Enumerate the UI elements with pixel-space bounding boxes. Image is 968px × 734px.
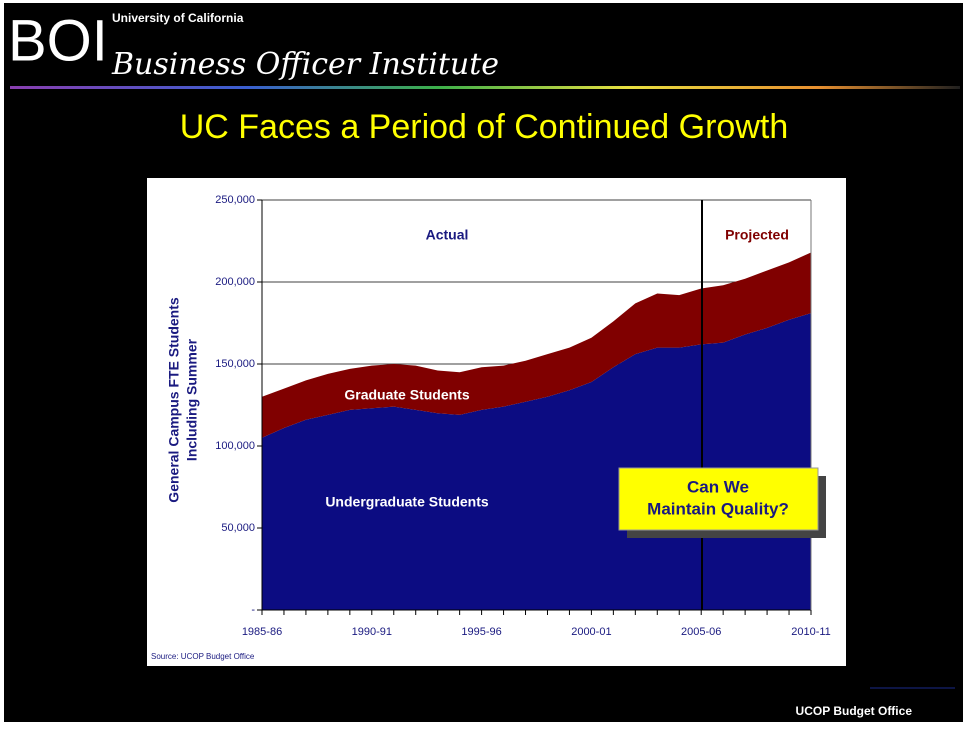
footer: UCOP Budget Office (796, 704, 913, 718)
institute: Business Officer Institute (111, 47, 499, 82)
source: Source: UCOP Budget Office (151, 652, 255, 661)
y-tick-label: 250,000 (215, 194, 255, 206)
x-tick-label: 2005-06 (681, 626, 721, 638)
annotation: Actual (426, 227, 469, 243)
slide-title: UC Faces a Period of Continued Growth (180, 108, 789, 146)
y-axis-title-line: Including Summer (184, 338, 200, 461)
x-tick-label: 2000-01 (571, 626, 611, 638)
x-tick-label: 2010-11 (791, 626, 831, 638)
area (262, 252, 811, 438)
x-tick-label: 1985-86 (242, 626, 282, 638)
callout-text: Can We (687, 477, 749, 496)
y-tick-label: 150,000 (215, 358, 255, 370)
y-tick-label: 200,000 (215, 276, 255, 288)
callout (618, 467, 819, 531)
x-tick-label: 1995-96 (461, 626, 501, 638)
header-rule (10, 86, 960, 89)
series-label: Undergraduate Students (325, 494, 489, 510)
y-tick-label: 100,000 (215, 440, 255, 452)
y-tick-label: - (251, 604, 255, 616)
y-tick-label: 50,000 (221, 522, 255, 534)
y-axis-title: General Campus FTE Students Including Sum… (166, 297, 200, 503)
callout-text: Maintain Quality? (647, 499, 789, 518)
series-label: Graduate Students (344, 387, 469, 403)
university: University of California (112, 11, 244, 25)
annotation: Projected (725, 227, 789, 243)
y-axis-title-line: General Campus FTE Students (166, 297, 182, 503)
logo: BOI (8, 8, 108, 73)
x-tick-label: 1990-91 (352, 626, 392, 638)
